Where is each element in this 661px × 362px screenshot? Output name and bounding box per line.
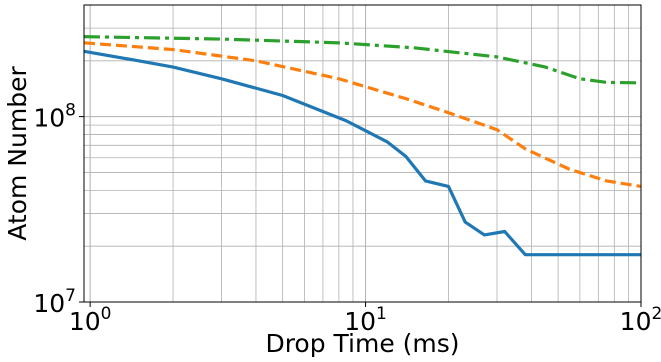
series-line-3 <box>83 35 642 85</box>
grid-layer <box>84 4 642 303</box>
x-tick-exponent: 1 <box>376 304 387 324</box>
x-tick-base: 10 <box>69 307 101 336</box>
y-axis-label: Atom Number <box>3 66 32 241</box>
y-tick-label-1: 107 <box>33 286 76 318</box>
y-tick-base: 10 <box>33 104 65 133</box>
x-tick-base: 10 <box>620 307 652 336</box>
x-axis-label: Drop Time (ms) <box>265 329 459 358</box>
x-tick-label-1: 100 <box>69 304 112 336</box>
x-tick-label-2: 101 <box>344 304 387 336</box>
x-tick-label-3: 102 <box>620 304 661 336</box>
series-line-2 <box>83 41 642 189</box>
series-line-1 <box>83 49 641 257</box>
series-layer <box>83 35 642 257</box>
x-tick-exponent: 0 <box>101 304 112 324</box>
plot-frame <box>83 4 642 303</box>
x-tick-base: 10 <box>344 307 376 336</box>
y-tick-label-2: 108 <box>33 101 76 133</box>
y-tick-exponent: 8 <box>65 101 76 121</box>
y-tick-exponent: 7 <box>65 286 76 306</box>
y-tick-base: 10 <box>33 289 65 318</box>
x-tick-exponent: 2 <box>651 304 661 324</box>
